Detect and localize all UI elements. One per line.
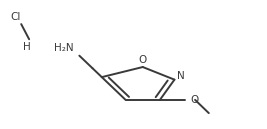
- Text: H₂N: H₂N: [54, 43, 73, 53]
- Text: O: O: [190, 95, 199, 105]
- Text: Cl: Cl: [11, 11, 21, 22]
- Text: N: N: [177, 71, 185, 82]
- Text: H: H: [23, 42, 30, 52]
- Text: O: O: [139, 55, 147, 65]
